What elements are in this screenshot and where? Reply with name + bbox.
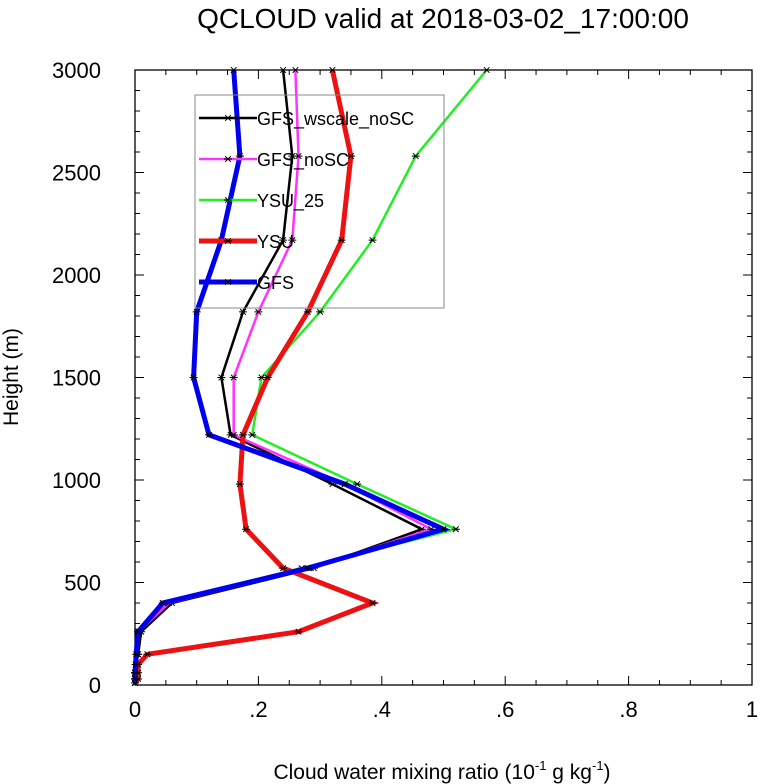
data-point [439,526,448,533]
legend-marker [224,237,232,245]
data-point [288,236,297,244]
data-point [205,431,214,439]
data-point [263,374,272,381]
y-tick-label: 2000 [52,263,101,288]
legend-marker [224,196,232,204]
y-tick-label: 2500 [52,161,101,186]
legend-label: YSU [257,232,294,252]
x-axis-label: Cloud water mixing ratio (10-1 g kg-1) [273,758,610,784]
x-tick-label: .2 [249,697,267,722]
data-point [316,308,325,316]
data-point [143,651,152,658]
series-line-gfs [132,69,451,683]
y-tick-label: 1000 [52,468,101,493]
series-line-ysu [133,69,380,685]
data-point [294,152,303,160]
data-point [131,669,139,676]
legend-label: GFS_noSC [257,150,349,171]
data-point [158,599,167,607]
legend-marker [224,114,232,122]
plot-area: 0 .2 .4 .6 .8 1 0 500 1000 1500 2000 2500 3000 [52,58,758,722]
x-tick-label: 1 [746,697,758,722]
data-point [248,431,257,439]
axis-ticks: 0 .2 .4 .6 .8 1 0 500 1000 1500 2000 2500 3000 [52,58,758,722]
y-tick-label: 1500 [52,366,101,391]
x-tick-label: .6 [496,697,514,722]
data-point [279,236,288,244]
data-point [346,152,355,160]
legend-item-ysu: YSU [199,232,294,252]
legend-marker [224,155,232,163]
data-point [132,651,141,658]
legend: GFS_wscale_noSC GFS_noSC YSU_25 YSU GFS [194,94,445,309]
series-group [131,66,491,687]
legend-item-gfs: GFS [199,273,294,293]
y-axis-label: Height (m) [0,328,23,426]
data-point [291,66,300,74]
data-point [294,628,303,635]
data-point [131,675,139,683]
data-point [235,480,244,488]
data-point [238,308,247,316]
data-point [353,480,362,488]
legend-label: GFS_wscale_noSC [257,109,414,130]
data-point [303,564,312,572]
data-point [337,236,346,244]
data-point [303,308,312,316]
data-point [229,66,238,74]
y-tick-label: 0 [89,673,101,698]
data-point [134,628,143,635]
legend-box [194,94,445,309]
data-point [411,152,420,160]
x-tick-label: 0 [129,697,141,722]
data-point [238,431,247,439]
x-tick-label: .8 [619,697,637,722]
series-gfs [131,66,451,687]
data-point [340,480,349,488]
data-point [279,66,288,74]
data-point [328,66,337,74]
data-point [368,236,377,244]
legend-item-gfs-wscale-nosc: GFS_wscale_noSC [199,109,414,130]
data-point [451,526,460,533]
legend-label: GFS [257,273,294,293]
legend-label: YSU_25 [257,191,324,212]
data-point [242,526,251,533]
data-point [254,308,263,316]
data-point [189,374,198,381]
x-tick-label: .4 [373,697,391,722]
y-tick-label: 3000 [52,58,101,83]
data-point [192,308,201,316]
legend-item-ysu-25: YSU_25 [199,191,324,212]
data-point [279,564,288,572]
y-tick-label: 500 [64,571,101,596]
data-point [482,66,491,74]
legend-item-gfs-nosc: GFS_noSC [199,150,349,171]
legend-marker [224,278,232,286]
data-point [368,599,377,607]
data-point [229,431,238,439]
data-point [229,374,238,381]
data-point [217,374,226,381]
data-point [131,661,140,668]
chart-title: QCLOUD valid at 2018-03-02_17:00:00 [197,3,689,34]
